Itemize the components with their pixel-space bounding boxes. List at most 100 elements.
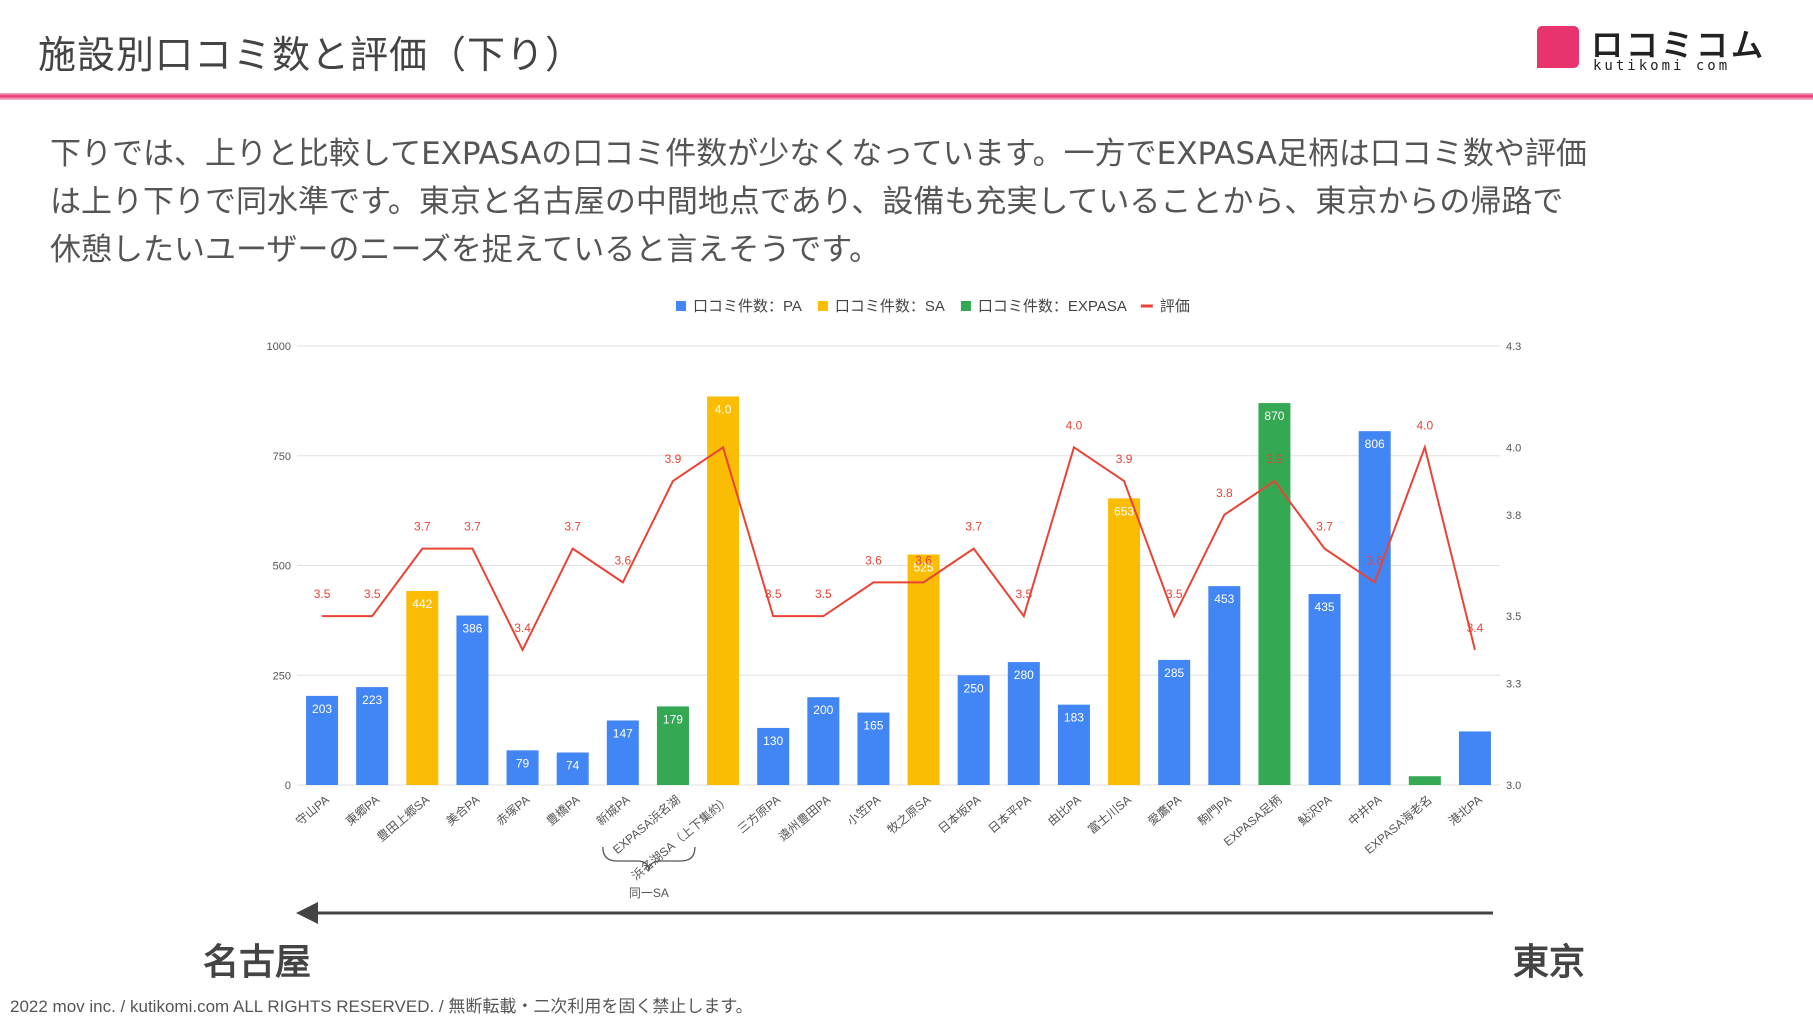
page-title: 施設別口コミ数と評価（下り） (38, 33, 585, 77)
rating-value-label: 3.5 (1166, 587, 1183, 601)
logo-mark-icon (1537, 26, 1579, 68)
rating-value-label: 3.5 (364, 587, 381, 601)
bar (456, 615, 489, 785)
legend-label: 口コミ件数：PA (693, 298, 802, 315)
category-label: 日本坂PA (935, 793, 983, 837)
bar-value-label: 250 (964, 681, 984, 695)
bar-value-label: 74 (566, 759, 580, 773)
category-label: 牧之原SA (885, 793, 934, 837)
description-line: は上り下りで同水準です。東京と名古屋の中間地点であり、設備も充実していることから… (50, 184, 1564, 220)
category-label: 守山PA (293, 793, 332, 829)
right-axis-tick: 3.0 (1506, 780, 1521, 792)
destination-city-label: 東京 (1513, 942, 1586, 983)
rating-value-label: 3.8 (1216, 486, 1233, 500)
bar-value-label: 147 (613, 726, 633, 740)
bar-value-label: 285 (1164, 666, 1184, 680)
bar (1258, 403, 1291, 785)
rating-value-label: 3.5 (1015, 587, 1032, 601)
right-axis-tick: 4.3 (1506, 341, 1521, 353)
rating-line (322, 443, 1476, 653)
arrow-head-icon (296, 902, 318, 924)
header-divider (0, 93, 1813, 100)
bar (1308, 594, 1341, 785)
rating-value-label: 3.5 (815, 587, 832, 601)
category-label: 浜名湖SA（上下集約） (628, 792, 733, 883)
legend-label: 評価 (1160, 298, 1190, 315)
bar (356, 687, 389, 785)
rating-value-label: 3.6 (614, 553, 631, 567)
bar (957, 675, 990, 785)
category-label: 豊田上郷SA (374, 793, 432, 845)
bar-value-label: 165 (863, 719, 883, 733)
description: 下りでは、上りと比較してEXPASAの口コミ件数が少なくなっています。一方でEX… (50, 130, 1770, 274)
rating-value-label: 3.5 (314, 587, 331, 601)
category-label: 美合PA (443, 792, 483, 829)
legend-label: 口コミ件数：EXPASA (978, 298, 1127, 315)
left-axis-tick: 750 (273, 451, 291, 463)
bar (506, 750, 539, 785)
legend-label: 口コミ件数：SA (835, 298, 945, 315)
rating-value-label: 3.6 (865, 553, 882, 567)
category-label: 駒門PA (1195, 793, 1234, 829)
bar (1108, 498, 1141, 785)
bar (1007, 662, 1040, 785)
legend-swatch (960, 301, 971, 311)
bar (1208, 586, 1241, 785)
bar-value-label: 870 (1264, 409, 1284, 423)
category-label: 東郷PA (343, 793, 382, 829)
category-label: 赤塚PA (494, 793, 533, 829)
category-label: 由比PA (1045, 793, 1084, 829)
bar (807, 697, 840, 785)
category-label: 愛鷹PA (1145, 792, 1185, 829)
bar (306, 695, 339, 785)
category-label: 新城PA (593, 792, 633, 829)
bar-value-label: 453 (1214, 592, 1234, 606)
bar-value-label: 4.0 (715, 402, 732, 416)
bar-value-label: 130 (763, 734, 783, 748)
bar (556, 752, 589, 785)
rating-value-label: 3.5 (765, 587, 782, 601)
rating-value-label: 3.9 (665, 452, 682, 466)
brand-logo: ロコミコム kutikomi com (1537, 24, 1787, 74)
category-label: 鮎沢PA (1296, 793, 1335, 829)
legend-swatch (817, 301, 828, 311)
rating-value-label: 3.7 (564, 520, 581, 534)
bar (1408, 776, 1441, 785)
origin-city-label: 名古屋 (203, 942, 312, 983)
right-axis-tick: 4.0 (1506, 442, 1521, 454)
bar-value-label: 386 (462, 622, 482, 636)
rating-value-label: 3.7 (464, 520, 481, 534)
rating-value-label: 4.0 (1066, 418, 1083, 432)
rating-value-label: 3.7 (965, 520, 982, 534)
bar-value-label: 442 (412, 597, 432, 611)
rating-value-label: 3.4 (514, 621, 531, 635)
rating-value-label: 3.4 (1467, 621, 1484, 635)
category-label: 小笠PA (844, 792, 884, 829)
copyright-footer: 2022 mov inc. / kutikomi.com ALL RIGHTS … (10, 997, 753, 1016)
bar (1458, 731, 1491, 785)
bar (406, 590, 439, 785)
category-label: 遠州豊田PA (776, 793, 833, 844)
left-axis-tick: 0 (285, 780, 291, 792)
bar-value-label: 653 (1114, 504, 1134, 518)
logo-name: ロコミコム (1591, 26, 1767, 64)
bar (1158, 659, 1191, 785)
description-line: 休憩したいユーザーのニーズを捉えていると言えそうです。 (50, 232, 881, 268)
right-axis-tick: 3.3 (1506, 679, 1521, 691)
left-axis-tick: 1000 (267, 341, 291, 353)
category-label: 日本平PA (986, 793, 1034, 837)
category-label: 中井PA (1345, 792, 1385, 829)
rating-value-label: 3.7 (1316, 520, 1333, 534)
legend-swatch (676, 301, 686, 311)
category-label: 富士川SA (1085, 792, 1134, 837)
rating-value-label: 4.0 (1416, 418, 1433, 432)
rating-value-label: 3.6 (915, 553, 932, 567)
category-label: 港北PA (1446, 793, 1485, 829)
bar (707, 396, 740, 785)
rating-value-label: 3.9 (1116, 452, 1133, 466)
logo-subtitle: kutikomi com (1593, 58, 1731, 74)
bar-value-label: 179 (663, 712, 683, 726)
description-line: 下りでは、上りと比較してEXPASAの口コミ件数が少なくなっています。一方でEX… (50, 136, 1587, 172)
right-axis-tick: 3.8 (1506, 510, 1521, 522)
